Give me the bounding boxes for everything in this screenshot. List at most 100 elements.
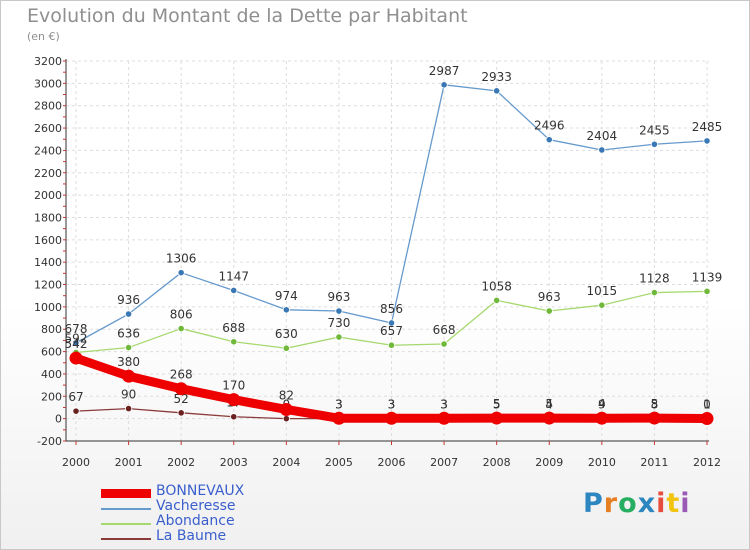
data-label-la-baume: 3 <box>335 398 343 412</box>
data-point-bonnevaux <box>647 411 661 425</box>
data-label-la-baume: 90 <box>121 388 136 402</box>
data-label-la-baume: 4 <box>545 398 553 412</box>
data-point-bonnevaux <box>279 402 293 416</box>
data-label-bonnevaux: 170 <box>222 379 245 393</box>
y-tick-label: 3000 <box>34 77 62 90</box>
x-tick-label: 2006 <box>378 456 406 469</box>
data-label-bonnevaux: 82 <box>279 388 294 402</box>
data-point-vacheresse <box>124 310 133 318</box>
y-tick-label: 1600 <box>34 234 62 247</box>
data-point-abondance <box>230 338 238 346</box>
data-point-bonnevaux <box>700 412 714 426</box>
data-label-abondance: 688 <box>222 321 245 335</box>
logo-letter: x <box>637 488 657 519</box>
x-tick-label: 2010 <box>588 456 616 469</box>
data-label-abondance: 630 <box>275 327 298 341</box>
data-point-abondance <box>124 343 133 352</box>
data-point-vacheresse <box>335 307 343 315</box>
data-label-bonnevaux: 5 <box>493 397 501 411</box>
chart-title: Evolution du Montant de la Dette par Hab… <box>27 5 468 27</box>
y-tick-label: 200 <box>41 390 62 403</box>
data-label-la-baume: 3 <box>388 398 396 412</box>
data-point-bonnevaux <box>490 411 504 425</box>
data-label-abondance: 1128 <box>639 272 670 286</box>
x-tick-label: 2000 <box>62 456 90 469</box>
data-label-abondance: 806 <box>170 308 193 322</box>
data-label-vacheresse: 1147 <box>218 269 249 283</box>
y-tick-label: 1000 <box>34 301 62 314</box>
legend-label: BONNEVAUX <box>156 483 245 499</box>
data-label-abondance: 1015 <box>587 284 618 298</box>
data-point-la-baume <box>230 413 238 421</box>
proxiti-logo: Proxiti <box>583 488 691 519</box>
data-point-vacheresse <box>598 146 606 154</box>
legend-label: Abondance <box>156 513 235 529</box>
x-tick-label: 2002 <box>167 456 195 469</box>
data-point-vacheresse <box>72 339 80 347</box>
data-label-la-baume: 3 <box>440 398 448 412</box>
data-point-vacheresse <box>545 136 553 144</box>
data-point-la-baume <box>124 404 133 413</box>
data-point-abondance <box>650 288 659 297</box>
data-point-abondance <box>545 307 553 315</box>
legend-label: La Baume <box>156 528 227 544</box>
legend-swatch-abondance <box>101 523 151 525</box>
y-tick-label: 1400 <box>34 256 62 269</box>
data-label-la-baume: 52 <box>174 392 189 406</box>
data-label-abondance: 668 <box>433 323 456 337</box>
data-label-vacheresse: 678 <box>65 322 88 336</box>
data-point-abondance <box>335 333 343 341</box>
data-label-bonnevaux: 4 <box>598 397 606 411</box>
logo-letter: i <box>680 488 691 519</box>
data-point-abondance <box>493 296 501 304</box>
data-label-abondance: 1139 <box>692 270 723 284</box>
data-point-bonnevaux <box>437 411 451 425</box>
data-label-abondance: 636 <box>117 327 140 341</box>
x-tick-label: 2009 <box>535 456 563 469</box>
data-label-la-baume: 9 <box>598 398 606 412</box>
data-label-vacheresse: 936 <box>117 293 140 307</box>
data-point-bonnevaux <box>385 411 398 425</box>
data-label-abondance: 657 <box>380 324 403 338</box>
data-point-la-baume <box>177 409 185 417</box>
data-label-bonnevaux: 3 <box>335 397 343 411</box>
x-tick-label: 2004 <box>272 456 300 469</box>
data-label-la-baume: 5 <box>493 398 501 412</box>
logo-letter: t <box>666 488 681 519</box>
y-tick-label: 1200 <box>34 279 62 292</box>
data-point-vacheresse <box>493 87 501 95</box>
data-label-vacheresse: 2485 <box>692 120 723 134</box>
data-point-bonnevaux <box>227 393 241 407</box>
data-label-vacheresse: 2404 <box>587 129 618 143</box>
data-label-vacheresse: 963 <box>327 290 350 304</box>
chart-unit: (en €) <box>27 30 60 43</box>
data-point-abondance <box>177 324 185 333</box>
x-tick-label: 2012 <box>693 456 721 469</box>
data-label-vacheresse: 856 <box>380 302 403 316</box>
data-point-bonnevaux <box>122 369 136 383</box>
legend-label: Vacheresse <box>156 498 236 514</box>
y-tick-label: 2600 <box>34 122 62 135</box>
data-label-vacheresse: 2987 <box>429 64 460 78</box>
data-label-vacheresse: 2496 <box>534 119 565 133</box>
y-tick-label: 1800 <box>34 211 62 224</box>
data-point-vacheresse <box>177 269 185 277</box>
data-point-abondance <box>440 340 448 348</box>
data-point-vacheresse <box>387 319 396 327</box>
x-tick-label: 2005 <box>325 456 353 469</box>
logo-letter: r <box>603 488 619 519</box>
data-label-bonnevaux: 5 <box>545 397 553 411</box>
data-label-bonnevaux: 5 <box>651 397 659 411</box>
y-tick-label: 600 <box>41 346 62 359</box>
data-point-abondance <box>598 301 606 309</box>
data-label-la-baume: 0 <box>703 398 711 412</box>
data-label-bonnevaux: 380 <box>117 355 140 369</box>
data-label-vacheresse: 2933 <box>481 70 512 84</box>
data-label-bonnevaux: 542 <box>65 337 88 351</box>
data-label-bonnevaux: 3 <box>388 397 396 411</box>
legend-swatch-la-baume <box>101 538 151 540</box>
data-point-bonnevaux <box>332 411 346 425</box>
data-point-bonnevaux <box>542 411 556 425</box>
data-point-abondance <box>282 344 290 352</box>
